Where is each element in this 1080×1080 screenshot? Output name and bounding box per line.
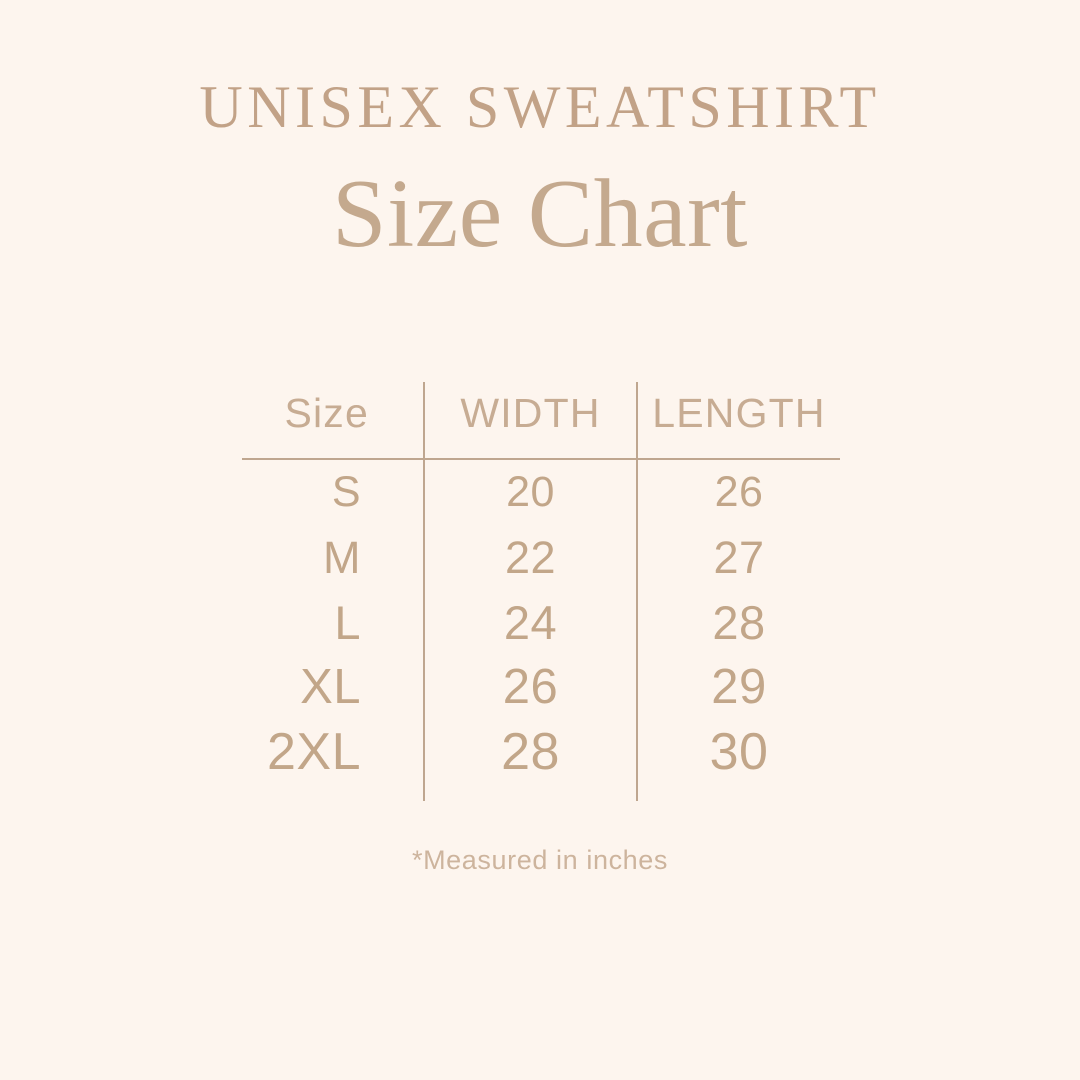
size-table-body: S 20 26 M 22 27 L 24 28 XL 26 29 (242, 459, 840, 801)
cell-size: XL (300, 660, 361, 714)
cell-width: 20 (423, 459, 637, 525)
cell-width: 28 (423, 720, 637, 785)
size-table-header: Size WIDTH LENGTH (242, 382, 840, 460)
cell-size: L (334, 596, 361, 649)
column-header-width: WIDTH (423, 382, 637, 460)
table-row: S 20 26 (242, 459, 840, 525)
tail-spacer-width (423, 785, 637, 801)
cell-width: 22 (423, 525, 637, 590)
cell-length: 30 (636, 720, 840, 785)
heading-block: UNISEX SWEATSHIRT Size Chart (0, 72, 1080, 270)
table-header-row: Size WIDTH LENGTH (242, 382, 840, 460)
table-row: L 24 28 (242, 590, 840, 655)
page-kicker: UNISEX SWEATSHIRT (199, 74, 881, 140)
cell-size: 2XL (266, 723, 361, 781)
measurement-footnote: *Measured in inches (411, 845, 669, 875)
size-table-wrapper: Size WIDTH LENGTH S 20 26 M 22 27 L (242, 382, 840, 802)
table-row: XL 26 29 (242, 655, 840, 720)
cell-length: 28 (636, 590, 840, 655)
tail-spacer-size (242, 785, 424, 801)
cell-width: 26 (423, 655, 637, 720)
size-table: Size WIDTH LENGTH S 20 26 M 22 27 L (242, 382, 840, 801)
cell-length: 29 (636, 655, 840, 720)
table-row: M 22 27 (242, 525, 840, 590)
tail-spacer-length (636, 785, 840, 801)
column-header-length: LENGTH (636, 382, 840, 460)
table-rule-tail (242, 785, 840, 801)
cell-length: 26 (636, 459, 840, 525)
page-title: Size Chart (332, 160, 748, 268)
column-header-size: Size (242, 382, 424, 460)
table-row: 2XL 28 30 (242, 720, 840, 785)
cell-size: S (331, 468, 361, 516)
cell-size: M (323, 532, 361, 583)
cell-width: 24 (423, 590, 637, 655)
cell-length: 27 (636, 525, 840, 590)
